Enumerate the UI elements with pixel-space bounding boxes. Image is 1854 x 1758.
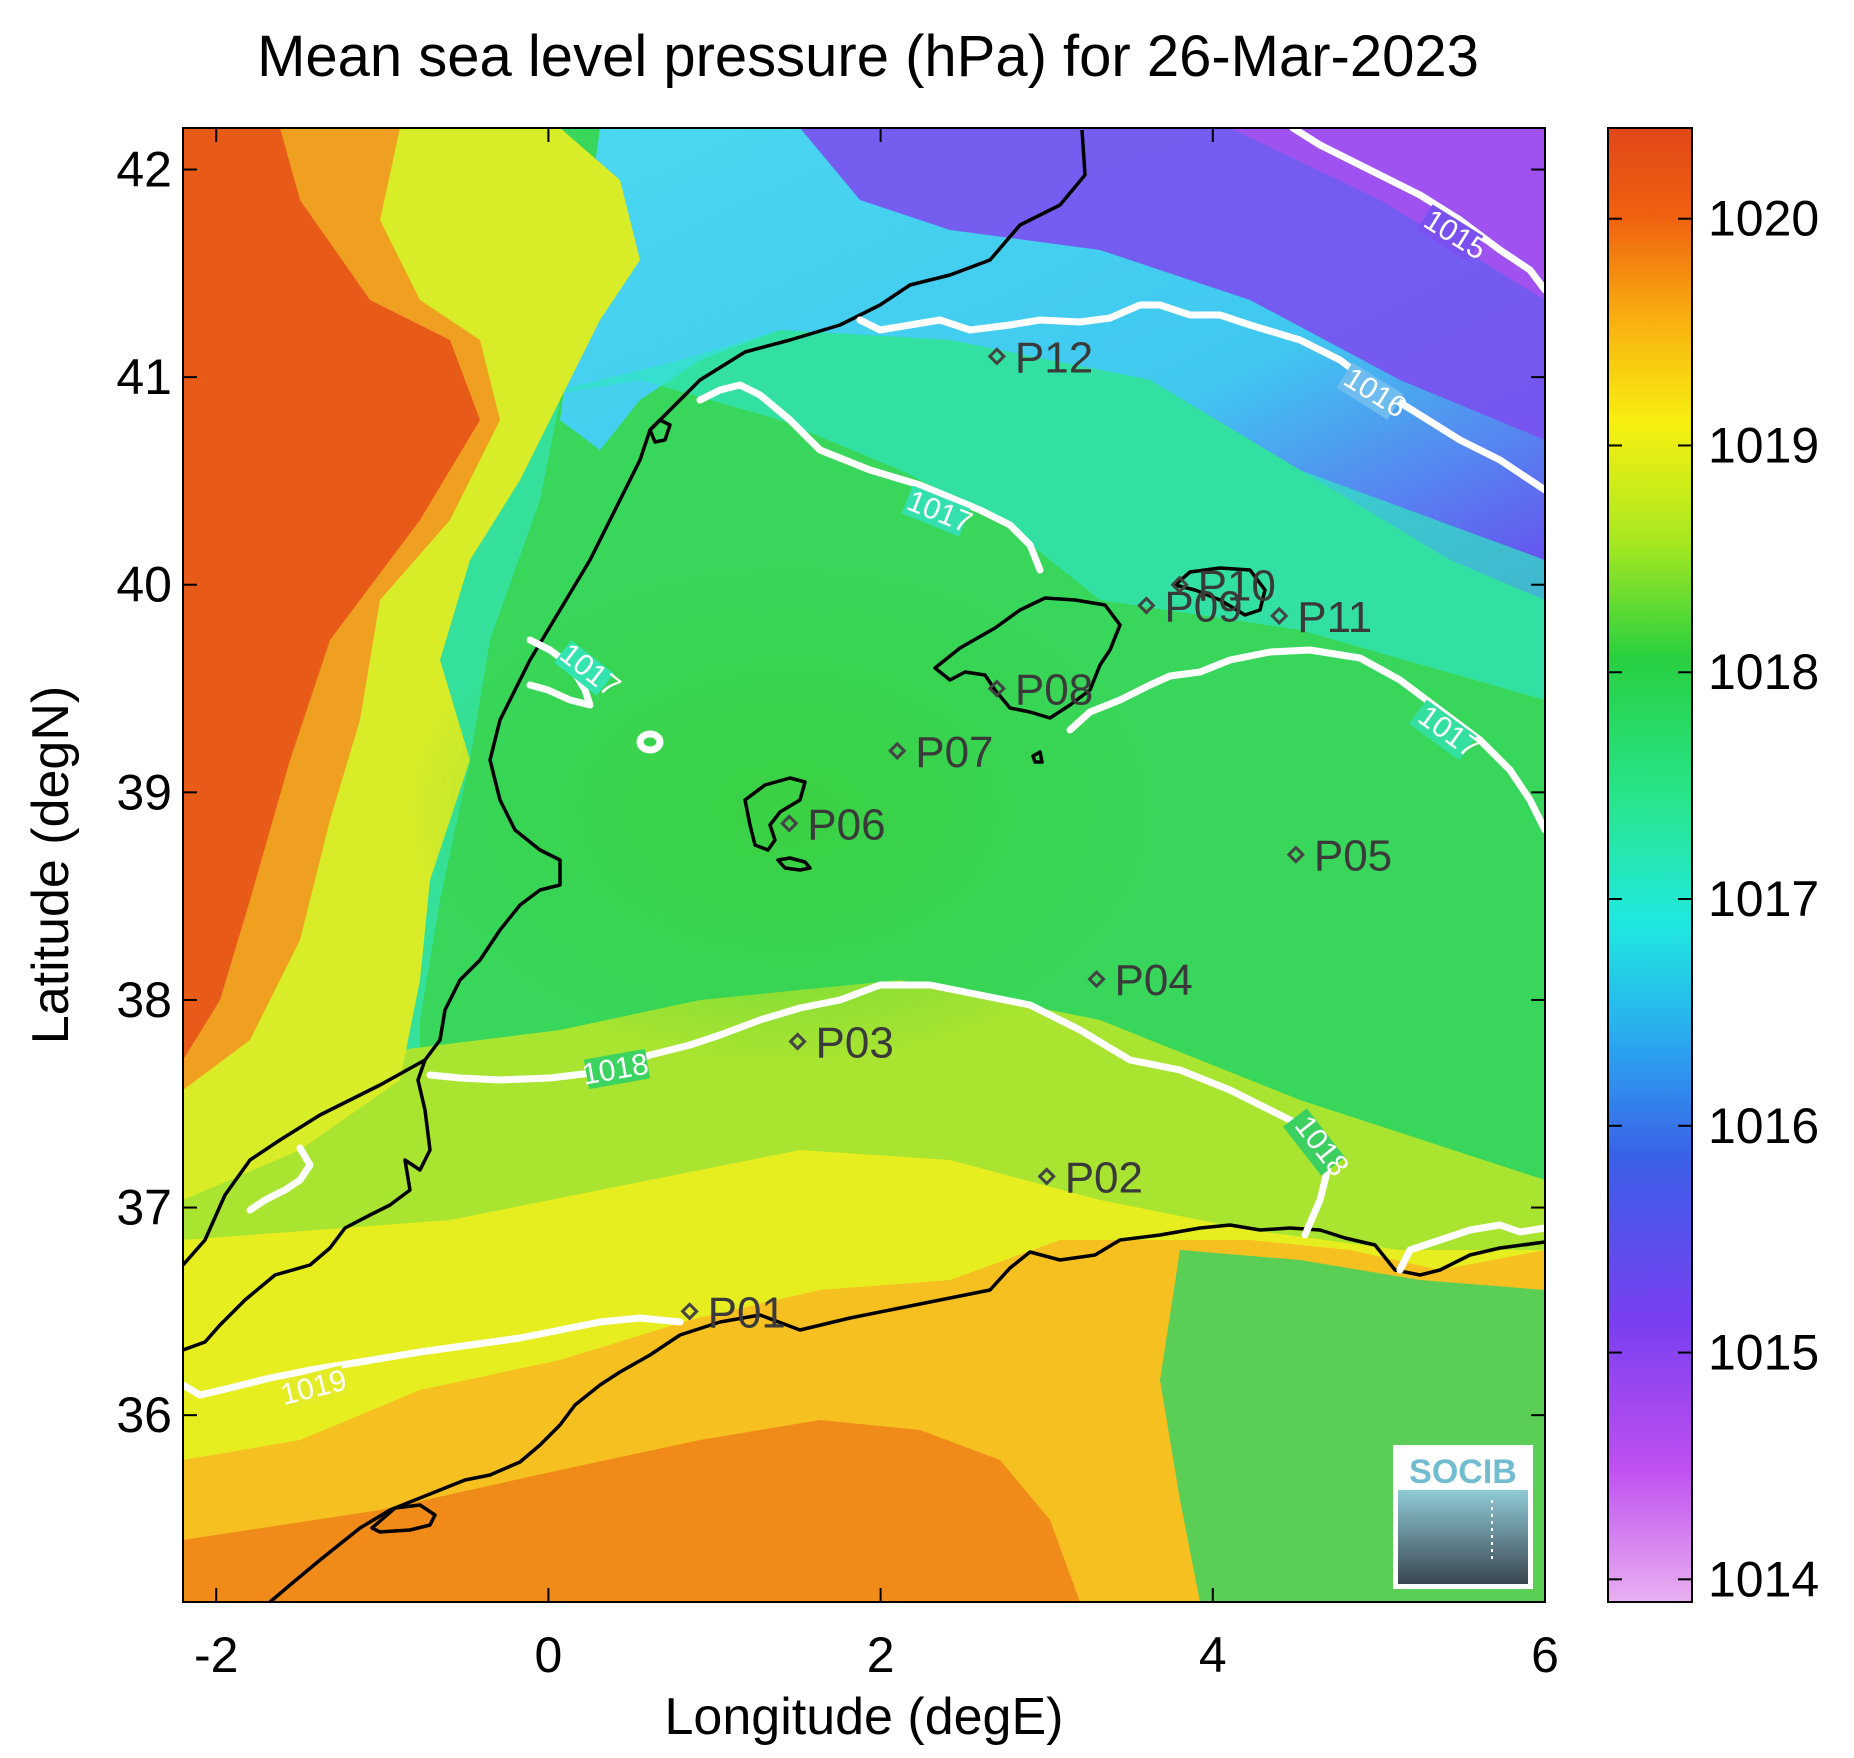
colorbar-tick-label: 1020 [1708,191,1819,247]
station-marker [1170,575,1189,594]
station-marker [680,1302,699,1321]
station-label: P07 [915,728,993,777]
colorbar-tick-label: 1014 [1708,1551,1819,1607]
station-label: P05 [1314,832,1392,881]
station-label: P01 [708,1288,786,1337]
colorbar-tick-label: 1017 [1708,871,1819,927]
map-panel: 1015 1016 1017 1017 1017 1018 1018 1019 … [183,128,1545,1602]
x-tick-label: 6 [1531,1627,1559,1683]
station-marker [987,347,1006,366]
pressure-field-center [410,520,1250,1080]
isobar-label-gaps [283,204,1484,1409]
station-label: P04 [1115,956,1193,1005]
station-label: P12 [1015,333,1093,382]
y-tick-label: 36 [116,1387,172,1443]
x-axis-label: Longitude (degE) [665,1688,1064,1746]
x-tick-label: 2 [867,1627,895,1683]
y-axis-label: Latitude (degN) [22,686,80,1044]
y-tick-label: 40 [116,557,172,613]
y-tick-label: 38 [116,972,172,1028]
station-label: P10 [1198,562,1276,611]
socib-logo: SOCIB [1393,1445,1533,1589]
station-marker [1037,1167,1056,1186]
station-marker [1087,970,1106,989]
x-axis: -2 0 2 4 6 [194,128,1559,1683]
station-marker [1137,596,1156,615]
pressure-field-purple [800,128,1545,440]
station-label: P11 [1297,593,1372,642]
station-marker [788,1032,807,1051]
station-marker [888,741,907,760]
colorbar-tick-label: 1016 [1708,1098,1819,1154]
station-marker [1270,606,1289,625]
pressure-field-africa-high [183,1420,1080,1602]
pressure-field-iberia-high [183,128,480,1060]
station-marker [987,679,1006,698]
colorbar-ticks: 1014 1015 1016 1017 1018 1019 1020 [1608,191,1819,1607]
x-tick-label: 0 [535,1627,563,1683]
logo-text: SOCIB [1409,1453,1517,1491]
pressure-field-violet [1230,128,1545,300]
y-tick-label: 42 [116,142,172,198]
pressure-field-cyan [520,330,1545,700]
station-label: P03 [816,1018,894,1067]
station-marker [780,814,799,833]
y-axis: 36 37 38 39 40 41 42 [116,142,1545,1443]
colorbar-tick-label: 1015 [1708,1325,1819,1381]
y-tick-label: 39 [116,764,172,820]
map-frame [182,127,1546,1603]
y-tick-label: 41 [116,349,172,405]
x-tick-label: 4 [1199,1627,1227,1683]
station-label: P02 [1065,1153,1143,1202]
chart-title: Mean sea level pressure (hPa) for 26-Mar… [257,24,1479,89]
y-tick-label: 37 [116,1180,172,1236]
station-label: P06 [807,800,885,849]
colorbar-tick-label: 1019 [1708,417,1819,473]
station-marker [1286,845,1305,864]
colorbar-tick-label: 1018 [1708,644,1819,700]
station-label: P08 [1015,666,1093,715]
coastline [183,129,1545,1602]
x-tick-label: -2 [194,1627,238,1683]
colorbar [1607,127,1693,1603]
